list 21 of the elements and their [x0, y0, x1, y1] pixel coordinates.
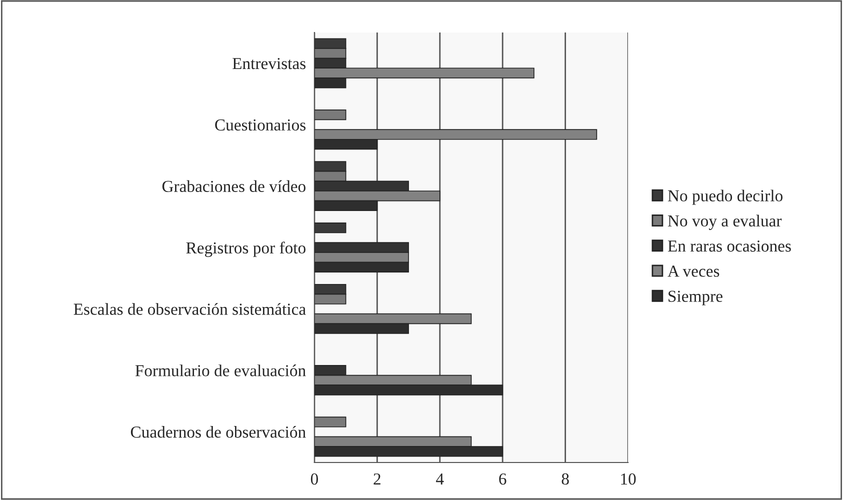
x-tick-label: 8 [562, 473, 569, 485]
bar [314, 222, 346, 234]
bar [314, 416, 346, 428]
y-tick-label: Cuadernos de observación [130, 426, 306, 438]
legend-label: No puedo decirlo [668, 190, 783, 205]
y-tick-label: Escalas de observación sistemática [74, 303, 306, 315]
legend-label: Siempre [668, 290, 722, 306]
bar [314, 109, 346, 120]
legend-label: A veces [668, 266, 720, 277]
x-tick-label: 2 [374, 473, 380, 484]
legend-label: En raras ocasiones [668, 240, 791, 252]
y-tick-label: Formulario de evaluación [135, 364, 306, 376]
x-tick-label: 0 [310, 473, 318, 485]
y-tick-label: Registros por foto [186, 242, 306, 257]
x-tick-label: 6 [499, 473, 506, 485]
x-tick-label: 4 [436, 474, 444, 484]
y-tick-label: Entrevistas [232, 58, 306, 70]
legend-label: No voy a evaluar [668, 214, 782, 230]
y-tick-label: Grabaciones de vídeo [162, 180, 306, 192]
y-tick-label: Cuestionarios [215, 119, 306, 131]
x-tick-label: 10 [621, 473, 636, 485]
